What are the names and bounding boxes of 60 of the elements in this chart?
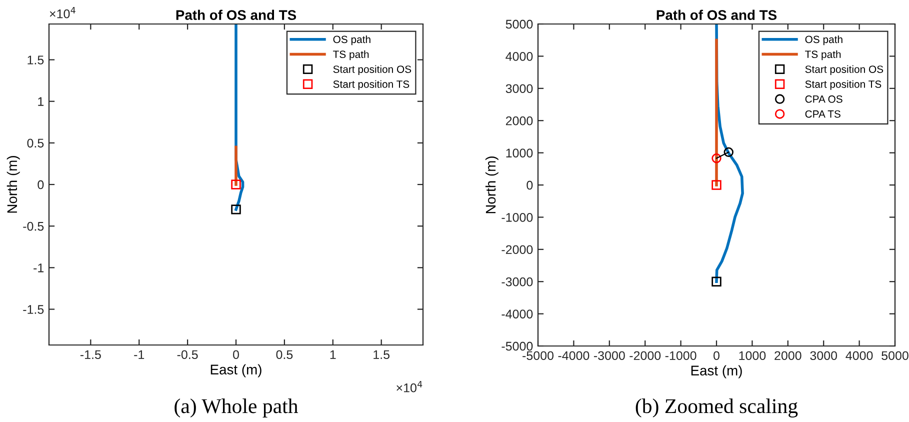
text: ×10$^{4}$ — [50, 6, 76, 18]
chart-title: Path of OS and TS — [176, 10, 296, 20]
y-tick-label: 0 — [38, 180, 44, 190]
chart-title: Path of OS and TS — [656, 10, 777, 20]
x-tick-label: 1000 — [739, 351, 766, 360]
y-tick-label: -5000 — [502, 342, 533, 351]
point — [712, 276, 722, 286]
text: ×10$^{4}$ — [396, 380, 422, 392]
x-axis-title: East (m) — [691, 365, 742, 378]
y-tick-label: 5000 — [506, 20, 533, 29]
text: (b) Zoomed scaling — [636, 398, 798, 418]
legend-label: Start position TS — [805, 80, 882, 90]
legend-label: CPA TS — [805, 110, 840, 118]
legend-label: Start position TS — [333, 80, 410, 90]
y-tick-label: 4000 — [506, 52, 533, 61]
x-tick-label: -4000 — [558, 351, 590, 360]
y-tick-label: -3000 — [502, 277, 533, 286]
y-tick-label: 0.5 — [27, 138, 44, 148]
x-tick-label: 0 — [714, 351, 720, 360]
legend-label: TS path — [805, 50, 841, 60]
y-axis-title: North (m) — [485, 156, 498, 214]
y-axis-title: North (m) — [6, 156, 20, 213]
x-tick-label: -1 — [134, 350, 144, 359]
x-tick-label: 5000 — [882, 351, 908, 360]
y-tick-label: 1 — [38, 97, 44, 106]
y-tick-label: -2000 — [502, 245, 533, 254]
legend-label: OS path — [805, 35, 842, 46]
point — [712, 153, 722, 164]
y-tick-label: 3000 — [506, 84, 533, 94]
y-tick-label: 0 — [526, 180, 533, 190]
y-tick-label: -1000 — [502, 213, 533, 222]
y-tick-label: 1000 — [506, 148, 533, 158]
point — [724, 147, 734, 158]
x-axis-title: East (m) — [210, 364, 262, 378]
x-tick-label: 0 — [233, 350, 239, 360]
point — [712, 180, 722, 190]
y-tick-label: 2000 — [506, 116, 533, 126]
y-tick-label: -0.5 — [23, 222, 44, 231]
text: (a) Whole path — [174, 398, 298, 418]
x-tick-label: -2000 — [630, 351, 661, 360]
x-tick-label: 4000 — [846, 351, 873, 360]
x-tick-label: -0.5 — [177, 350, 198, 360]
x-tick-label: 2000 — [774, 351, 802, 360]
y-tick-label: 1.5 — [28, 56, 44, 64]
x-tick-label: 1.5 — [374, 350, 390, 360]
x-tick-label: -1000 — [665, 351, 696, 360]
x-tick-label: 0.5 — [276, 350, 293, 360]
x-tick-label: 3000 — [810, 351, 838, 360]
y-tick-label: -4000 — [502, 310, 533, 318]
legend-label: Start position OS — [805, 65, 884, 76]
x-tick-label: -1.5 — [80, 350, 101, 360]
legend-label: TS path — [333, 50, 369, 60]
y-tick-label: -1.5 — [23, 305, 44, 314]
y-tick-label: -1 — [34, 264, 44, 272]
x-tick-label: -3000 — [594, 351, 625, 360]
legend-label: OS path — [333, 35, 370, 46]
legend-label: Start position OS — [333, 65, 412, 76]
legend-label: CPA OS — [805, 95, 842, 103]
x-tick-label: 1 — [330, 350, 336, 359]
x-tick-label: -5000 — [522, 351, 554, 360]
